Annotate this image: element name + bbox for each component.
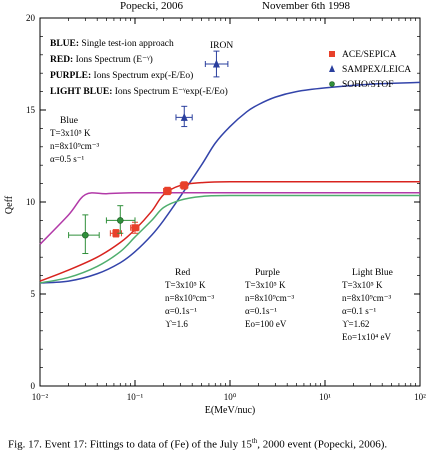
y-tick-label: 20	[26, 13, 36, 23]
marker-circle	[116, 217, 124, 224]
parameter-block-title: Light Blue	[352, 268, 393, 278]
series-line-light-blue	[39, 194, 420, 284]
method-description-text: Ions Spectrum (E⁻ᵞ)	[76, 54, 153, 65]
caption-text: Fig. 17. Event 17: Fittings to data of (…	[8, 438, 252, 451]
marker-square	[131, 224, 139, 232]
parameter-line: α=0.1 s⁻¹	[342, 306, 377, 316]
method-description: BLUE: Single test-ion approach RED: Ions …	[50, 39, 228, 97]
legend-marker	[329, 65, 335, 72]
series-line-purple	[39, 191, 420, 245]
data-points	[68, 50, 229, 255]
marker-triangle	[180, 112, 188, 121]
parameter-line: T=3x10⁵ K	[50, 128, 91, 138]
data-point-sampex-leica	[204, 50, 229, 78]
parameter-line: Eo=100 eV	[245, 319, 287, 329]
legend-marker	[329, 51, 335, 57]
parameter-line: α=0.5 s⁻¹	[50, 154, 85, 164]
y-axis-title: Qeff	[4, 195, 15, 214]
parameter-block-light-blue: Light Blue T=3x10⁵ K n=8x10⁹cm⁻³ α=0.1 s⁻¹ ϒ…	[342, 268, 393, 342]
figure-caption: Fig. 17. Event 17: Fittings to data of (…	[8, 437, 387, 451]
marker-square	[164, 187, 172, 195]
method-line: RED: Ions Spectrum (E⁻ᵞ)	[50, 54, 153, 65]
caption-tail: , 2000 event (Popecki, 2006).	[257, 438, 388, 451]
parameter-line: n=8x10⁹cm⁻³	[50, 141, 99, 151]
parameter-block-blue: Blue T=3x10⁵ K n=8x10⁹cm⁻³ α=0.5 s⁻¹	[50, 116, 99, 164]
legend: ACE/SEPICA SAMPEX/LEICA SOHO/STOF	[329, 50, 411, 90]
data-point-ace-sepica	[163, 186, 172, 196]
legend-label: SOHO/STOF	[342, 80, 394, 90]
series-line-blue	[39, 81, 421, 284]
model-curves	[39, 81, 421, 284]
method-line: BLUE: Single test-ion approach	[50, 39, 174, 49]
y-tick-label: 5	[31, 289, 36, 299]
parameter-line: ϒ=1.6	[165, 319, 188, 329]
method-description-text: Ions Spectrum E⁻ᵞexp(-E/Eo)	[115, 86, 228, 97]
x-tick-label: 10⁻²	[32, 392, 49, 402]
legend-label: SAMPEX/LEICA	[342, 65, 411, 75]
x-tick-label: 10¹	[319, 392, 331, 402]
parameter-block-title: Blue	[60, 116, 78, 126]
y-tick-label: 15	[26, 105, 36, 115]
method-color-label: PURPLE:	[50, 71, 94, 81]
legend-label: ACE/SEPICA	[342, 50, 397, 60]
parameter-block-title: Red	[175, 268, 191, 278]
parameter-line: n=8x10⁹cm⁻³	[342, 293, 391, 303]
data-point-sampex-leica	[175, 105, 193, 128]
parameter-line: α=0.1s⁻¹	[245, 306, 277, 316]
parameter-line: ϒ=1.62	[342, 319, 369, 329]
parameter-line: Eo=1x10⁴ eV	[342, 332, 391, 342]
parameter-line: n=8x10⁹cm⁻³	[245, 293, 294, 303]
axis-ticks: 10⁻² 10⁻¹ 10⁰ 10¹ 10² 0 5 10 15 20	[26, 13, 426, 402]
method-description-text: Single test-ion approach	[81, 39, 174, 49]
parameter-blocks: Blue T=3x10⁵ K n=8x10⁹cm⁻³ α=0.5 s⁻¹ Red T=3x…	[50, 116, 393, 342]
header-right-label: November 6th 1998	[262, 0, 350, 12]
parameter-block-red: Red T=3x10⁵ K n=8x10⁹cm⁻³ α=0.1s⁻¹ ϒ=1.6	[165, 268, 214, 329]
legend-marker	[329, 81, 335, 87]
data-point-soho-stof	[68, 214, 100, 255]
parameter-line: T=3x10⁵ K	[342, 280, 383, 290]
method-color-label: LIGHT BLUE:	[50, 87, 115, 97]
axis-labels: E(MeV/nuc) Qeff IRON	[4, 41, 255, 416]
header-left-label: Popecki, 2006	[120, 0, 183, 12]
marker-square	[180, 181, 188, 189]
method-color-label: RED:	[50, 55, 76, 65]
marker-circle	[82, 231, 89, 239]
parameter-line: T=3x10⁵ K	[245, 280, 286, 290]
marker-triangle	[212, 59, 220, 68]
x-tick-label: 10²	[414, 392, 426, 402]
method-color-label: BLUE:	[50, 39, 81, 49]
caption-sup: th	[251, 437, 258, 445]
parameter-line: T=3x10⁵ K	[165, 280, 206, 290]
series-line-red	[39, 180, 420, 282]
legend-entry-ace-sepica: ACE/SEPICA	[329, 50, 397, 60]
parameter-block-title: Purple	[255, 268, 280, 278]
parameter-line: α=0.1s⁻¹	[165, 306, 197, 316]
x-axis-title: E(MeV/nuc)	[205, 405, 256, 416]
legend-entry-soho-stof: SOHO/STOF	[329, 80, 394, 90]
y-tick-label: 0	[31, 381, 36, 391]
parameter-line: n=8x10⁹cm⁻³	[165, 293, 214, 303]
x-tick-label: 10⁰	[224, 392, 237, 402]
marker-square	[112, 229, 120, 237]
data-point-ace-sepica	[179, 181, 189, 190]
method-line: PURPLE: Ions Spectrum exp(-E/Eo)	[50, 70, 193, 81]
chart: 10⁻² 10⁻¹ 10⁰ 10¹ 10² 0 5 10 15 20 E(MeV/nuc) Qef…	[4, 13, 426, 416]
method-line: LIGHT BLUE: Ions Spectrum E⁻ᵞexp(-E/Eo)	[50, 86, 228, 97]
method-description-text: Ions Spectrum exp(-E/Eo)	[94, 70, 194, 81]
data-point-soho-stof	[105, 205, 136, 234]
element-label: IRON	[210, 41, 233, 51]
legend-entry-sampex-leica: SAMPEX/LEICA	[329, 65, 411, 75]
parameter-block-purple: Purple T=3x10⁵ K n=8x10⁹cm⁻³ α=0.1s⁻¹ Eo=100…	[245, 268, 294, 329]
x-tick-label: 10⁻¹	[127, 392, 144, 402]
y-tick-label: 10	[26, 197, 36, 207]
